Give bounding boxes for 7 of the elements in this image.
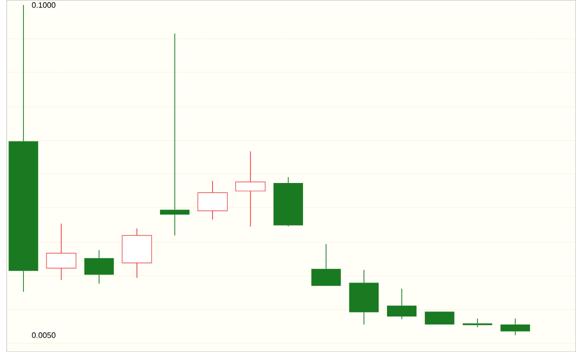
candlestick (349, 269, 379, 325)
candlestick (122, 228, 152, 278)
candlestick (235, 150, 266, 227)
candlestick (46, 223, 76, 280)
candlestick (198, 180, 228, 220)
candlestick (84, 250, 114, 284)
candlestick (160, 33, 190, 236)
